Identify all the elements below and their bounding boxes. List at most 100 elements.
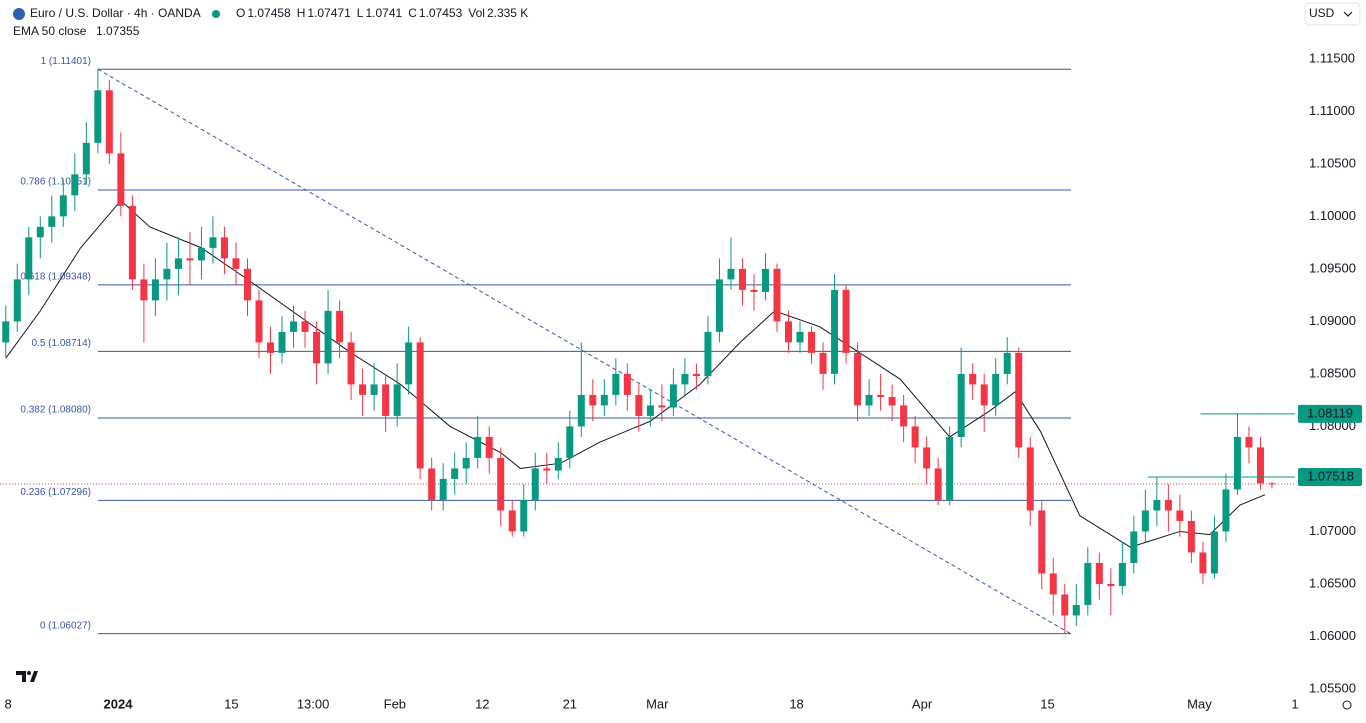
candle-body <box>382 384 390 416</box>
candle-body <box>1222 489 1230 532</box>
candle-body <box>209 237 217 248</box>
candle-body <box>681 373 689 385</box>
market-status <box>212 10 220 18</box>
candle-body <box>25 237 33 280</box>
ohlc-key: Vol <box>468 6 485 20</box>
candle-body <box>13 279 21 322</box>
candle-body <box>36 226 44 238</box>
candle-body <box>543 468 551 471</box>
candle-body <box>727 268 735 280</box>
candle-body <box>1141 510 1149 532</box>
y-tick-label: 1.09000 <box>1309 313 1356 328</box>
ohlc-header: O 1.07458 H 1.07471 L 1.0741 C 1.07453 Vol 2.335 … <box>236 6 528 20</box>
x-tick-label: Mar <box>646 696 669 711</box>
x-tick-label: Feb <box>384 696 406 711</box>
fib-level-label: 0.382 (1.08080) <box>20 405 91 416</box>
candle-body <box>313 331 321 364</box>
plot-area: 1 (1.11401) 0.786 (1.10251) 0.618 (1.09348… <box>0 56 1299 693</box>
price-badge <box>1298 468 1362 487</box>
candle-body <box>451 468 459 479</box>
candle-body <box>324 310 332 364</box>
candle-body <box>612 373 620 395</box>
candle-body <box>669 384 677 408</box>
candle-body <box>623 373 631 395</box>
chart-title: Euro / U.S. Dollar · 4h · OANDA <box>30 6 201 20</box>
candle-body <box>393 384 401 416</box>
candle-body <box>1061 594 1069 616</box>
candle-body <box>48 216 56 227</box>
y-tick-label: 1.09500 <box>1309 260 1356 275</box>
candle-body <box>1233 436 1241 490</box>
y-tick-label: 1.10000 <box>1309 208 1356 223</box>
candle-body <box>405 342 413 385</box>
ohlc-value: 2.335 K <box>487 6 528 20</box>
candle-body <box>554 457 562 471</box>
candle-body <box>1084 562 1092 605</box>
ohlc-key: O <box>236 6 245 20</box>
candle-body <box>2 321 10 343</box>
candle-body <box>232 258 240 269</box>
candle-body <box>785 321 793 343</box>
currency-button[interactable] <box>1304 2 1361 26</box>
candle-body <box>163 268 171 280</box>
candle-body <box>220 237 228 259</box>
candle-body <box>589 394 597 406</box>
candle-body <box>1153 499 1161 511</box>
candle-body <box>462 457 470 469</box>
fib-level-label: 0.618 (1.09348) <box>20 271 91 282</box>
candle-body <box>911 426 919 448</box>
candle-body <box>1038 510 1046 574</box>
candle-body <box>877 394 885 398</box>
y-tick-label: 1.11500 <box>1309 50 1355 65</box>
candle-body <box>796 331 804 343</box>
x-tick-label: 12 <box>475 696 489 711</box>
candle-body <box>347 342 355 385</box>
candle-body <box>301 321 309 332</box>
fib-level-label: 1 (1.11401) <box>41 56 91 67</box>
ohlc-value: 1.07458 <box>247 6 291 20</box>
candle-body <box>1049 573 1057 595</box>
candle-body <box>94 90 102 143</box>
candle-body <box>923 447 931 469</box>
symbol-icon <box>13 8 25 20</box>
candle-body <box>934 468 942 500</box>
candle-body <box>646 405 654 416</box>
candle-body <box>439 478 447 500</box>
candle-body <box>819 352 827 374</box>
x-tick-label: 1 <box>1291 696 1298 711</box>
candle-body <box>278 331 286 353</box>
candle-body <box>1164 499 1172 511</box>
x-tick-label: 2024 <box>104 696 134 711</box>
candle-body <box>128 205 136 280</box>
x-tick-label: Apr <box>912 696 933 711</box>
candle-body <box>600 394 608 406</box>
candle-body <box>255 300 263 343</box>
candle-body <box>577 394 585 427</box>
candle-body <box>1199 552 1207 574</box>
candle-body <box>900 405 908 427</box>
candle-body <box>105 90 113 154</box>
candle-body <box>1095 562 1103 584</box>
candle-body <box>497 457 505 511</box>
fib-level-label: 0.5 (1.08714) <box>32 338 92 349</box>
candle-body <box>1107 583 1115 587</box>
price-badge <box>1298 404 1362 423</box>
x-tick-label: May <box>1187 696 1212 711</box>
candle-body <box>531 468 539 500</box>
x-tick-label: 15 <box>1040 696 1054 711</box>
x-tick-label: 18 <box>789 696 803 711</box>
candle-body <box>59 195 67 217</box>
settings-icon[interactable] <box>1342 700 1352 710</box>
x-tick-label: 8 <box>4 696 11 711</box>
candle-body <box>888 397 896 406</box>
candle-body <box>1003 352 1011 374</box>
candle-body <box>854 352 862 406</box>
price-badge-label: 1.07518 <box>1307 468 1354 483</box>
y-tick-label: 1.08500 <box>1309 365 1356 380</box>
ema-legend-name: EMA 50 close <box>13 24 87 38</box>
y-tick-label: 1.06500 <box>1309 575 1356 590</box>
candle-body <box>980 384 988 406</box>
candle-body <box>635 394 643 416</box>
candle-body <box>71 174 79 196</box>
